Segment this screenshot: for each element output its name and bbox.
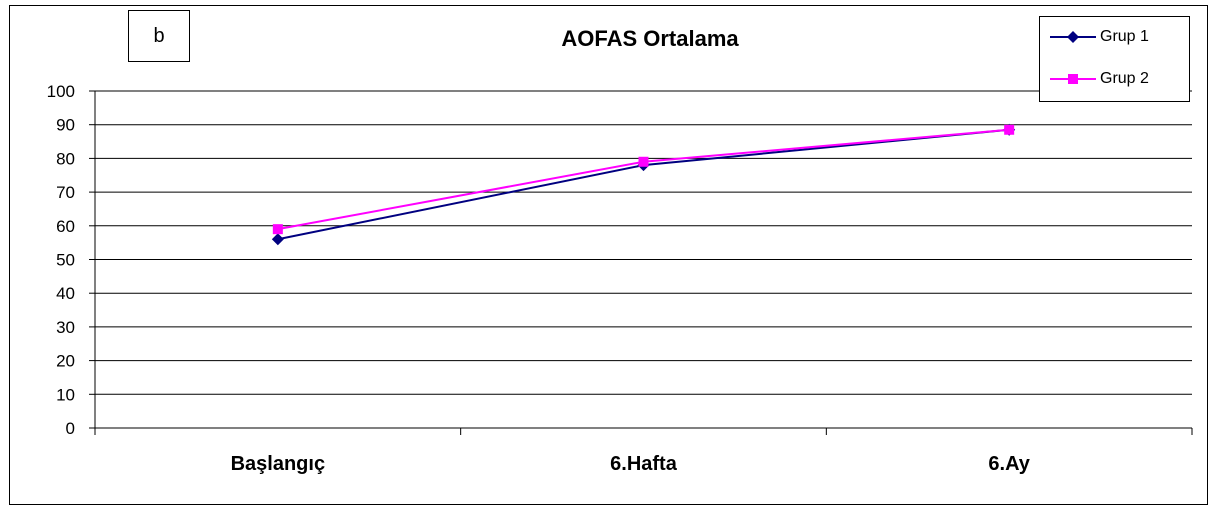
series-line-2 — [277, 128, 1010, 231]
y-tick-label: 50 — [56, 251, 75, 270]
x-tick-label: Başlangıç — [231, 453, 325, 475]
y-tick-label: 0 — [66, 419, 75, 438]
legend-item-series-1: Grup 1 — [1050, 25, 1149, 49]
data-point-series-2 — [1004, 124, 1015, 135]
y-tick-label: 90 — [56, 116, 75, 135]
series-line-1 — [277, 128, 1010, 241]
legend: Grup 1 Grup 2 — [1039, 16, 1190, 102]
legend-item-series-2: Grup 2 — [1050, 67, 1149, 91]
panel-label: b — [153, 24, 165, 47]
data-point-series-2 — [638, 156, 649, 167]
data-point-series-1 — [271, 233, 284, 246]
data-point-series-2 — [272, 224, 283, 235]
chart-title: AOFAS Ortalama — [561, 26, 739, 51]
y-tick-label: 80 — [56, 149, 75, 168]
chart-frame — [9, 5, 1208, 505]
y-tick-label: 100 — [47, 82, 75, 101]
x-tick-label: 6.Hafta — [610, 453, 678, 475]
y-tick-label: 20 — [56, 352, 75, 371]
legend-swatch-series-1 — [1050, 31, 1096, 43]
y-tick-label: 40 — [56, 284, 75, 303]
x-tick-label: 6.Ay — [988, 453, 1030, 475]
panel-label-box: b — [128, 10, 190, 62]
legend-label-series-1: Grup 1 — [1100, 28, 1149, 45]
legend-swatch-series-2 — [1050, 74, 1096, 84]
y-tick-label: 30 — [56, 318, 75, 337]
y-tick-label: 60 — [56, 217, 75, 236]
y-tick-label: 70 — [56, 183, 75, 202]
y-tick-label: 10 — [56, 385, 75, 404]
legend-label-series-2: Grup 2 — [1100, 70, 1149, 87]
